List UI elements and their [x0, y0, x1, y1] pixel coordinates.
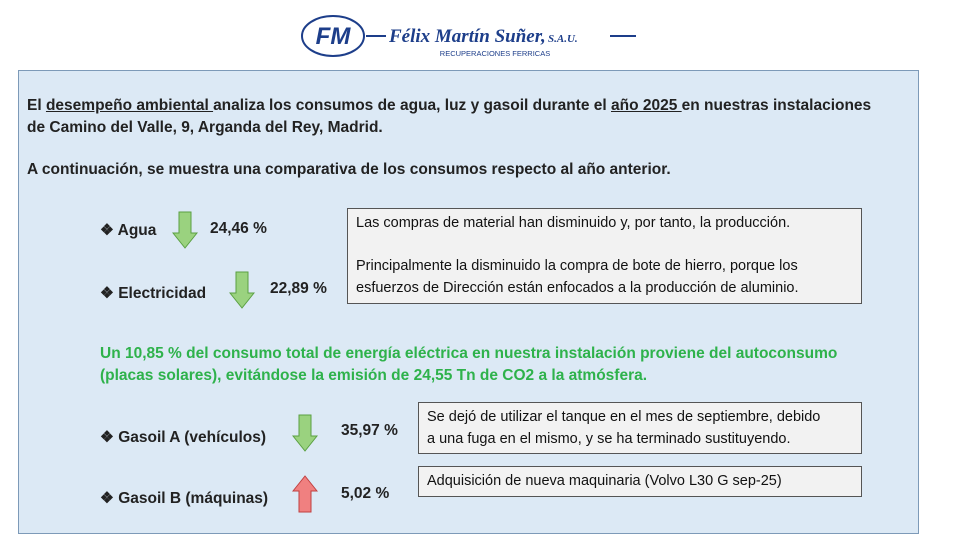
- item-value: 35,97 %: [341, 422, 398, 439]
- note-line: Las compras de material han disminuido y…: [356, 215, 791, 231]
- intro-line: de Camino del Valle, 9, Arganda del Rey,…: [27, 119, 383, 136]
- item: ❖ Agua: [100, 222, 157, 239]
- logo-mark: FM: [316, 23, 352, 50]
- item: ❖ Electricidad: [100, 285, 207, 302]
- company-tagline: RECUPERACIONES FERRICAS: [440, 49, 550, 58]
- logo-graphic: FM Félix Martín Suñer, S.A.U. RECUPERACI…: [301, 15, 636, 58]
- item-label: Electricidad: [118, 285, 207, 302]
- note-box: Adquisición de nueva maquinaria (Volvo L…: [418, 466, 862, 497]
- down-arrow: [292, 414, 318, 452]
- item: ❖ Gasoil B (máquinas): [100, 490, 269, 507]
- note-line: [356, 235, 853, 257]
- down-arrow: [172, 211, 198, 249]
- item-label: Gasoil A (vehículos): [118, 429, 267, 446]
- note-line: a una fuga en el mismo, y se ha terminad…: [427, 430, 791, 447]
- highlight-line: Un 10,85 % del consumo total de energía …: [100, 345, 838, 362]
- logo: FM Félix Martín Suñer, S.A.U. RECUPERACI…: [300, 10, 640, 62]
- down-arrow: [229, 271, 255, 309]
- note-box: Se dejó de utilizar el tanque en el mes …: [418, 402, 862, 454]
- note-line: esfuerzos de Dirección están enfocados a…: [356, 279, 799, 296]
- item-value: 24,46 %: [210, 220, 267, 237]
- highlight-line: (placas solares), evitándose la emisión …: [100, 367, 648, 384]
- text: El: [27, 97, 46, 114]
- note-line: Se dejó de utilizar el tanque en el mes …: [427, 409, 821, 425]
- item-label: Gasoil B (máquinas): [118, 490, 269, 507]
- note-line: Adquisición de nueva maquinaria (Volvo L…: [427, 473, 782, 489]
- text: en nuestras instalaciones: [681, 97, 872, 114]
- comparison-intro: A continuación, se muestra una comparati…: [27, 161, 671, 178]
- item: ❖ Gasoil A (vehículos): [100, 429, 267, 446]
- emphasis: año 2025: [611, 97, 682, 114]
- note-box: Las compras de material han disminuido y…: [347, 208, 862, 304]
- company-name: Félix Martín Suñer,: [388, 26, 546, 47]
- up-arrow: [292, 475, 318, 513]
- item-value: 5,02 %: [341, 485, 390, 502]
- emphasis: desempeño ambiental: [45, 97, 214, 114]
- text: analiza los consumos de agua, luz y gaso…: [213, 97, 611, 114]
- intro-line: El desempeño ambiental analiza los consu…: [27, 97, 871, 115]
- item-value: 22,89 %: [270, 280, 327, 297]
- note-line: Principalmente la disminuido la compra d…: [356, 258, 798, 274]
- company-suffix: S.A.U.: [548, 33, 578, 45]
- item-label: Agua: [117, 222, 157, 239]
